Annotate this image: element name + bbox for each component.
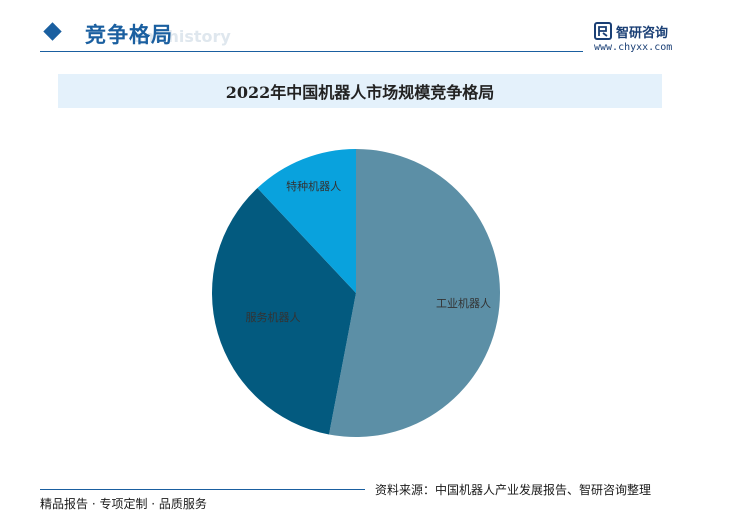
brand-url: www.chyxx.com (594, 42, 673, 53)
pie-slice (257, 149, 356, 293)
brand-logo-icon (594, 22, 612, 40)
brand-block: 智研咨询 www.chyxx.com (594, 21, 704, 55)
section-title: 竞争格局 (85, 23, 173, 47)
pie-slice (212, 188, 356, 435)
page-header: ent history 竞争格局 智研咨询 www.chyxx.com (0, 0, 733, 56)
slice-label: 服务机器人 (246, 310, 301, 324)
slice-label: 工业机器人 (436, 296, 491, 310)
brand-name: 智研咨询 (616, 26, 669, 41)
slice-label: 特种机器人 (286, 179, 341, 193)
source-note: 资料来源：中国机器人产业发展报告、智研咨询整理 (375, 483, 652, 497)
chart-title: 2022年中国机器人市场规模竞争格局 (225, 83, 495, 102)
header-divider (40, 51, 583, 52)
footer-slogan: 精品报告 · 专项定制 · 品质服务 (40, 497, 207, 511)
chart-title-bar: 2022年中国机器人市场规模竞争格局 (58, 74, 662, 108)
pie-slice (329, 149, 500, 437)
ghost-subtitle: ent history (132, 27, 231, 46)
footer-divider (40, 489, 365, 490)
